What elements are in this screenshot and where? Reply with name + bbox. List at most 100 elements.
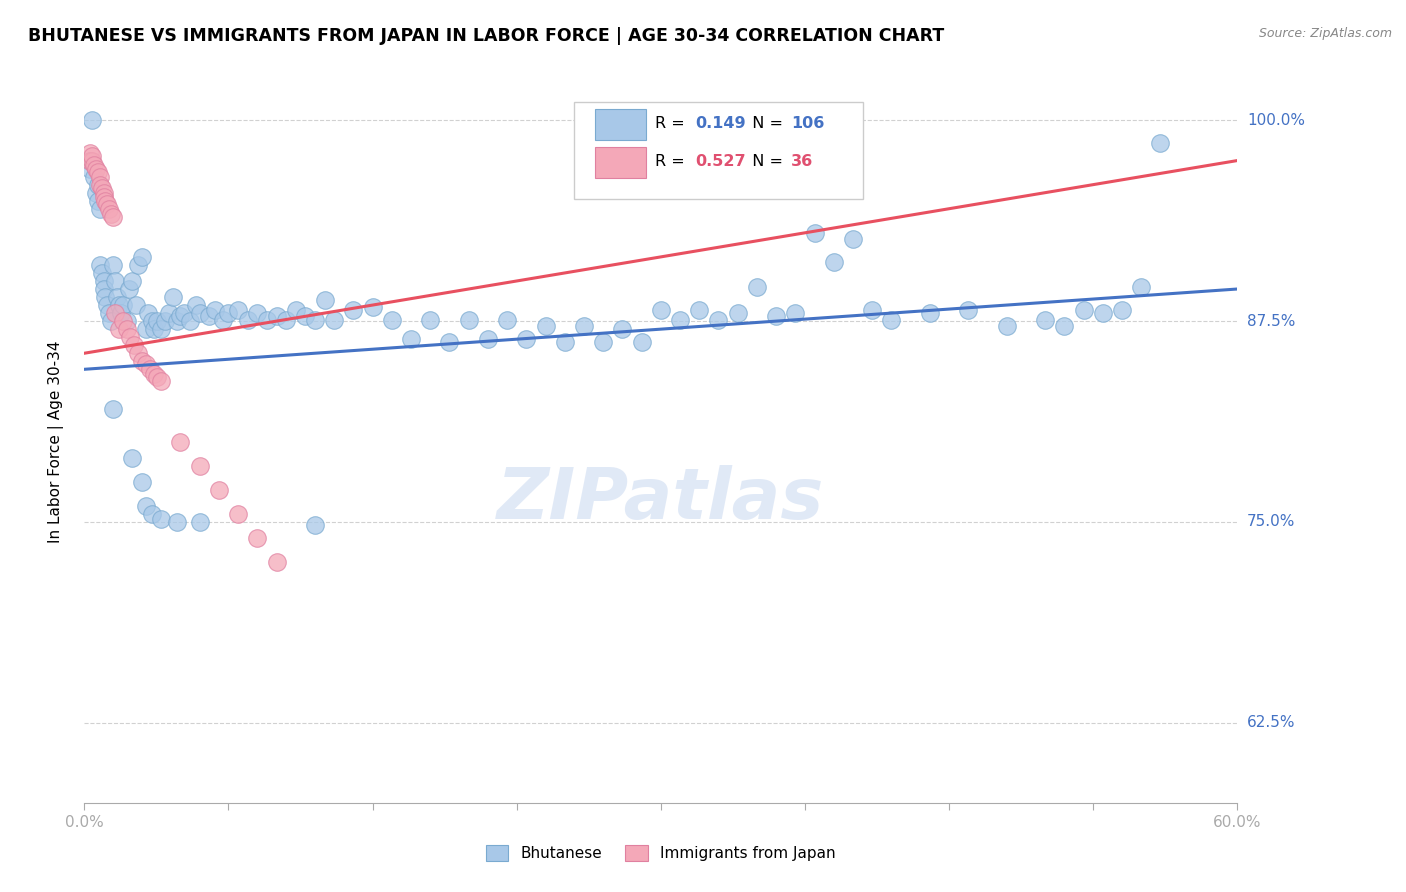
Point xyxy=(80,153,103,168)
Point xyxy=(96,298,118,312)
Point xyxy=(93,282,115,296)
Text: BHUTANESE VS IMMIGRANTS FROM JAPAN IN LABOR FORCE | AGE 30-34 CORRELATION CHART: BHUTANESE VS IMMIGRANTS FROM JAPAN IN LA… xyxy=(28,27,945,45)
Point xyxy=(125,298,148,312)
Point xyxy=(630,334,652,349)
Point xyxy=(111,314,134,328)
Point xyxy=(131,354,153,368)
Point xyxy=(860,302,883,317)
Point xyxy=(98,202,121,216)
Point xyxy=(745,280,768,294)
Point xyxy=(323,312,346,326)
Point xyxy=(457,312,479,326)
Point xyxy=(100,314,122,328)
FancyBboxPatch shape xyxy=(595,109,645,139)
Point xyxy=(115,322,138,336)
Point xyxy=(166,314,188,328)
Point xyxy=(314,293,336,308)
Point xyxy=(84,186,107,200)
Point xyxy=(108,298,131,312)
Point xyxy=(115,314,138,328)
Point xyxy=(765,310,787,324)
Point xyxy=(131,250,153,264)
Point xyxy=(650,302,672,317)
Point xyxy=(208,483,231,497)
Point xyxy=(138,362,160,376)
Text: N =: N = xyxy=(741,116,787,131)
Point xyxy=(957,302,980,317)
Point xyxy=(361,300,384,314)
Text: 62.5%: 62.5% xyxy=(1247,715,1295,730)
Text: Source: ZipAtlas.com: Source: ZipAtlas.com xyxy=(1258,27,1392,40)
Point xyxy=(688,302,710,317)
Point xyxy=(89,258,111,272)
Point xyxy=(90,181,112,195)
Point xyxy=(117,282,139,296)
Point xyxy=(150,374,173,388)
Point xyxy=(100,206,122,220)
Point xyxy=(80,113,103,128)
Point xyxy=(141,314,163,328)
Point xyxy=(304,518,326,533)
Point xyxy=(142,367,165,381)
Point xyxy=(110,306,132,320)
Point xyxy=(89,169,111,184)
Point xyxy=(211,312,233,326)
Point xyxy=(554,334,576,349)
Point xyxy=(96,197,118,211)
Text: R =: R = xyxy=(655,154,690,169)
Point xyxy=(146,314,169,328)
Text: 36: 36 xyxy=(792,154,813,169)
Point xyxy=(727,306,749,320)
Point xyxy=(188,515,211,529)
Point xyxy=(169,434,191,449)
Point xyxy=(157,306,180,320)
FancyBboxPatch shape xyxy=(575,102,863,200)
Text: 0.527: 0.527 xyxy=(696,154,747,169)
Text: ZIPatlas: ZIPatlas xyxy=(498,465,824,533)
Point xyxy=(94,290,117,304)
Text: 75.0%: 75.0% xyxy=(1247,515,1295,529)
Point xyxy=(218,306,240,320)
Point xyxy=(803,226,825,240)
Point xyxy=(162,290,184,304)
Point xyxy=(93,274,115,288)
Point xyxy=(153,314,176,328)
Point xyxy=(83,169,105,184)
Point xyxy=(120,330,142,344)
Point xyxy=(79,153,101,168)
Point xyxy=(246,531,269,545)
Point xyxy=(93,186,115,200)
Point xyxy=(707,312,730,326)
Point xyxy=(669,312,692,326)
Point xyxy=(612,322,634,336)
Point xyxy=(572,318,595,333)
Point xyxy=(534,318,557,333)
Point xyxy=(226,507,249,521)
Point xyxy=(146,370,169,384)
Point xyxy=(477,332,499,346)
Point xyxy=(94,194,117,208)
Point xyxy=(127,346,149,360)
Point xyxy=(111,298,134,312)
Point xyxy=(188,306,211,320)
Point xyxy=(103,402,124,417)
Point xyxy=(1053,318,1076,333)
Point xyxy=(83,158,105,172)
Point xyxy=(80,149,103,163)
Point xyxy=(179,314,201,328)
Point xyxy=(127,258,149,272)
Point xyxy=(1130,280,1153,294)
Point xyxy=(439,334,461,349)
Point xyxy=(823,254,845,268)
Point xyxy=(131,475,153,489)
Text: 87.5%: 87.5% xyxy=(1247,314,1295,328)
Point xyxy=(294,310,316,324)
Point xyxy=(90,266,112,280)
Point xyxy=(1091,306,1114,320)
Point xyxy=(276,312,298,326)
Point xyxy=(419,312,441,326)
Point xyxy=(93,190,115,204)
Text: R =: R = xyxy=(655,116,690,131)
Point xyxy=(342,302,364,317)
Legend: Bhutanese, Immigrants from Japan: Bhutanese, Immigrants from Japan xyxy=(479,839,842,867)
